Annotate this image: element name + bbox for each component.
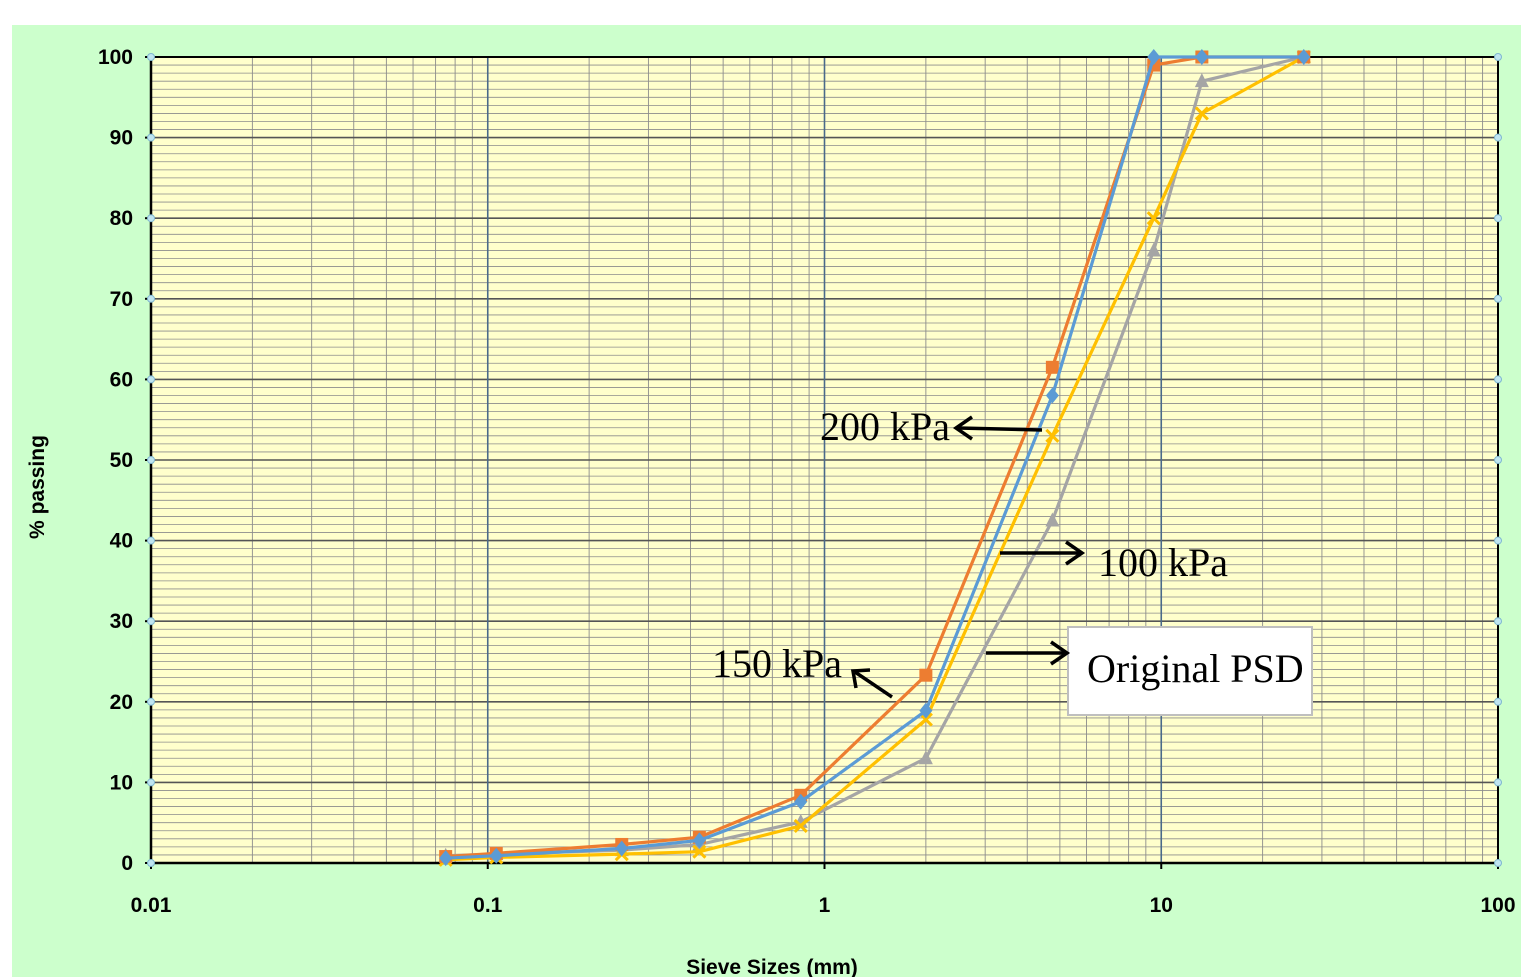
arrow-original-psd — [986, 640, 1071, 666]
y-tick-label: 80 — [110, 207, 133, 230]
y-tick-label: 90 — [110, 127, 133, 150]
annotation-150kpa: 150 kPa — [712, 641, 842, 686]
y-tick-dot-right — [1494, 214, 1502, 223]
y-tick-dot-left — [147, 375, 155, 384]
data-point — [919, 702, 933, 719]
data-point — [692, 832, 706, 849]
y-tick-dot-right — [1494, 859, 1502, 867]
y-tick-dot-right — [1494, 617, 1502, 626]
annotation-100kpa: 100 kPa — [1098, 540, 1228, 585]
y-tick-dot-right — [1494, 778, 1502, 787]
major-grid — [151, 57, 1498, 863]
y-tick-dot-left — [147, 133, 155, 142]
series-line — [445, 55, 1304, 859]
y-tick-dot-right — [1494, 536, 1502, 545]
data-point — [918, 750, 933, 765]
y-tick-label: 60 — [110, 368, 133, 391]
y-tick-dot-left — [147, 214, 155, 223]
x-tick-label: 0.1 — [473, 894, 503, 917]
y-tick-label: 70 — [110, 288, 133, 311]
y-tick-labels: 0 10 20 30 40 50 60 70 80 90 100 — [98, 46, 1502, 875]
y-tick-label: 0 — [121, 852, 133, 875]
y-tick-dot-left — [147, 778, 155, 787]
data-point — [1297, 49, 1311, 65]
series-layer — [438, 49, 1311, 867]
y-tick-dot-left — [147, 294, 155, 303]
data-point — [1195, 49, 1209, 65]
y-tick-dot-right — [1494, 133, 1502, 142]
x-tick-label: 100 — [1480, 894, 1515, 917]
annotations-layer: 200 kPa 100 kPa 150 kPa Original PSD — [712, 404, 1313, 716]
data-point — [615, 840, 629, 857]
x-axis-title: Sieve Sizes (mm) — [686, 956, 858, 977]
y-tick-dot-right — [1494, 697, 1502, 706]
data-point — [919, 668, 933, 682]
x-tick-label: 0.01 — [131, 894, 172, 917]
series-diamond — [439, 49, 1311, 867]
data-point — [1146, 242, 1161, 257]
series-line — [445, 55, 1305, 862]
data-point — [794, 793, 808, 810]
y-tick-label: 20 — [110, 691, 133, 714]
data-point — [1045, 428, 1060, 443]
y-tick-dot-right — [1494, 53, 1502, 61]
annotation-original-psd: Original PSD — [1087, 646, 1304, 691]
data-point — [1147, 49, 1161, 65]
arrow-100kpa — [1000, 540, 1086, 566]
x-tick-labels: 0.01 0.1 1 10 100 — [131, 863, 1516, 917]
data-point — [1045, 360, 1059, 374]
data-point — [793, 818, 808, 833]
x-tick-label: 10 — [1150, 894, 1173, 917]
data-point — [489, 847, 503, 864]
data-point — [1045, 387, 1059, 404]
y-tick-label: 10 — [110, 771, 133, 794]
data-point — [1146, 211, 1161, 226]
series-line — [445, 55, 1304, 860]
arrow-200kpa — [952, 415, 1043, 441]
y-tick-dot-right — [1494, 375, 1502, 384]
arrow-150kpa — [850, 668, 893, 699]
data-point — [1194, 106, 1209, 121]
y-tick-dot-left — [147, 617, 155, 626]
annotation-200kpa: 200 kPa — [820, 404, 950, 449]
x-tick-label: 1 — [819, 894, 831, 917]
y-tick-label: 40 — [110, 530, 133, 553]
y-tick-label: 100 — [98, 46, 133, 69]
data-point — [439, 850, 453, 867]
y-tick-dot-right — [1494, 456, 1502, 464]
data-point — [1194, 73, 1209, 88]
y-tick-dot-left — [147, 53, 155, 61]
y-tick-dot-left — [147, 456, 155, 464]
data-point — [1045, 512, 1060, 527]
y-tick-label: 30 — [110, 610, 133, 633]
y-tick-dot-right — [1494, 294, 1502, 303]
original-psd-box — [1067, 626, 1313, 716]
data-point — [692, 844, 707, 859]
y-tick-dot-left — [147, 536, 155, 545]
y-tick-label: 50 — [110, 449, 133, 472]
y-axis-title: % passing — [26, 435, 49, 539]
y-tick-dot-left — [147, 859, 155, 867]
y-tick-dot-left — [147, 697, 155, 706]
